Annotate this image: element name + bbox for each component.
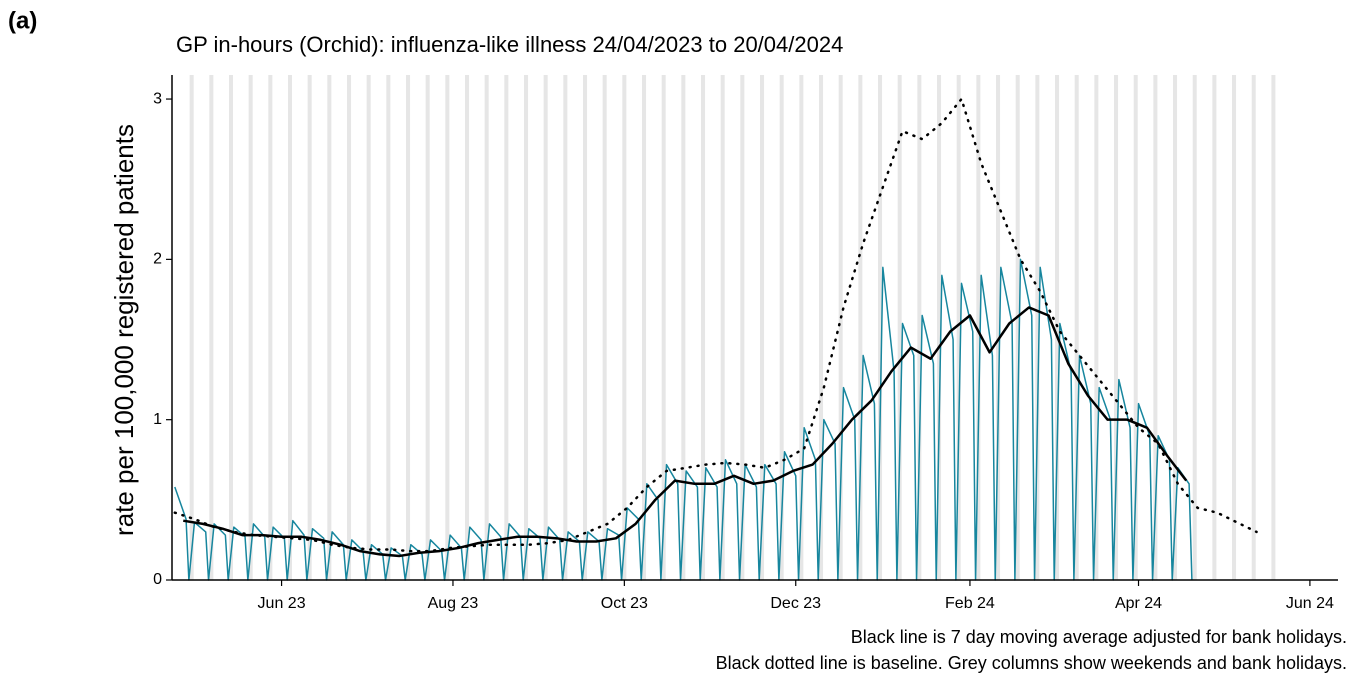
weekend-column: [740, 75, 745, 580]
x-tick-label: Jun 24: [1286, 595, 1334, 612]
weekend-column: [681, 75, 686, 580]
weekend-column: [1074, 75, 1079, 580]
weekend-column: [346, 75, 352, 580]
weekend-column: [1114, 75, 1119, 580]
weekend-column: [504, 75, 509, 580]
weekend-column: [838, 75, 843, 580]
weekend-column: [720, 75, 725, 580]
weekend-column: [642, 75, 647, 580]
weekend-column: [583, 75, 588, 580]
weekend-column: [701, 75, 706, 580]
y-tick-label: 1: [153, 411, 162, 428]
weekend-column: [1015, 75, 1020, 580]
weekend-column: [563, 75, 568, 580]
weekend-column: [976, 75, 981, 580]
x-tick-label: Aug 23: [428, 595, 479, 612]
y-tick-label: 2: [153, 251, 162, 268]
weekend-column: [917, 75, 922, 580]
x-tick-label: Oct 23: [601, 595, 648, 612]
weekend-column: [799, 75, 804, 580]
weekend-column: [996, 75, 1001, 580]
weekend-column: [779, 75, 784, 580]
weekend-column: [1133, 75, 1138, 580]
weekend-column: [1251, 75, 1256, 580]
weekend-column: [819, 75, 824, 580]
weekend-column: [445, 75, 450, 580]
chart-title: GP in-hours (Orchid): influenza-like ill…: [176, 32, 843, 57]
series-line: [183, 306, 1188, 558]
x-tick-label: Dec 23: [770, 595, 821, 612]
weekend-column: [937, 75, 942, 580]
series-line: [174, 258, 1193, 581]
weekend-column: [268, 75, 273, 580]
weekend-column: [1173, 75, 1178, 580]
panel-label: (a): [8, 7, 37, 34]
weekend-column: [1212, 75, 1217, 580]
weekend-column: [622, 75, 627, 580]
weekend-column: [228, 75, 234, 580]
weekend-column: [956, 75, 961, 580]
note: Black dotted line is baseline. Grey colu…: [716, 653, 1347, 673]
weekend-column: [189, 75, 194, 580]
weekend-column: [760, 75, 765, 580]
weekend-column: [1153, 75, 1158, 580]
weekend-column: [1192, 75, 1197, 580]
weekend-column: [307, 75, 312, 580]
series-line: [173, 97, 1258, 553]
weekend-column: [524, 75, 529, 580]
weekend-column: [1232, 75, 1237, 580]
y-tick-label: 0: [153, 571, 162, 588]
x-tick-label: Apr 24: [1115, 595, 1162, 612]
y-axis-label: rate per 100,000 registered patients: [109, 124, 139, 536]
weekend-column: [1094, 75, 1099, 580]
weekend-column: [248, 75, 253, 580]
weekend-column: [661, 75, 666, 580]
weekend-column: [327, 75, 332, 580]
weekend-column: [878, 75, 883, 580]
x-tick-label: Feb 24: [945, 595, 995, 612]
weekend-column: [287, 75, 293, 580]
weekend-column: [602, 75, 607, 580]
note: Black line is 7 day moving average adjus…: [851, 627, 1347, 647]
weekend-column: [1055, 75, 1060, 580]
x-tick-label: Jun 23: [258, 595, 306, 612]
weekend-column: [386, 75, 391, 580]
plot-area: 0 1 2 3 Jun 23 Aug 23 Oct 23 Dec 23 Feb 24 Apr 24…: [153, 75, 1338, 612]
weekend-column: [484, 75, 489, 580]
weekend-column: [425, 75, 430, 580]
weekend-column: [1035, 75, 1040, 580]
weekend-column: [897, 75, 902, 580]
y-tick-label: 3: [153, 90, 162, 107]
weekend-column: [543, 75, 548, 580]
weekend-column: [209, 75, 214, 580]
weekend-column: [366, 75, 371, 580]
weekend-column: [465, 75, 470, 580]
weekend-column: [1271, 75, 1276, 580]
weekend-column: [858, 75, 863, 580]
weekend-column: [406, 75, 411, 580]
weekend-shading: [189, 75, 1276, 580]
